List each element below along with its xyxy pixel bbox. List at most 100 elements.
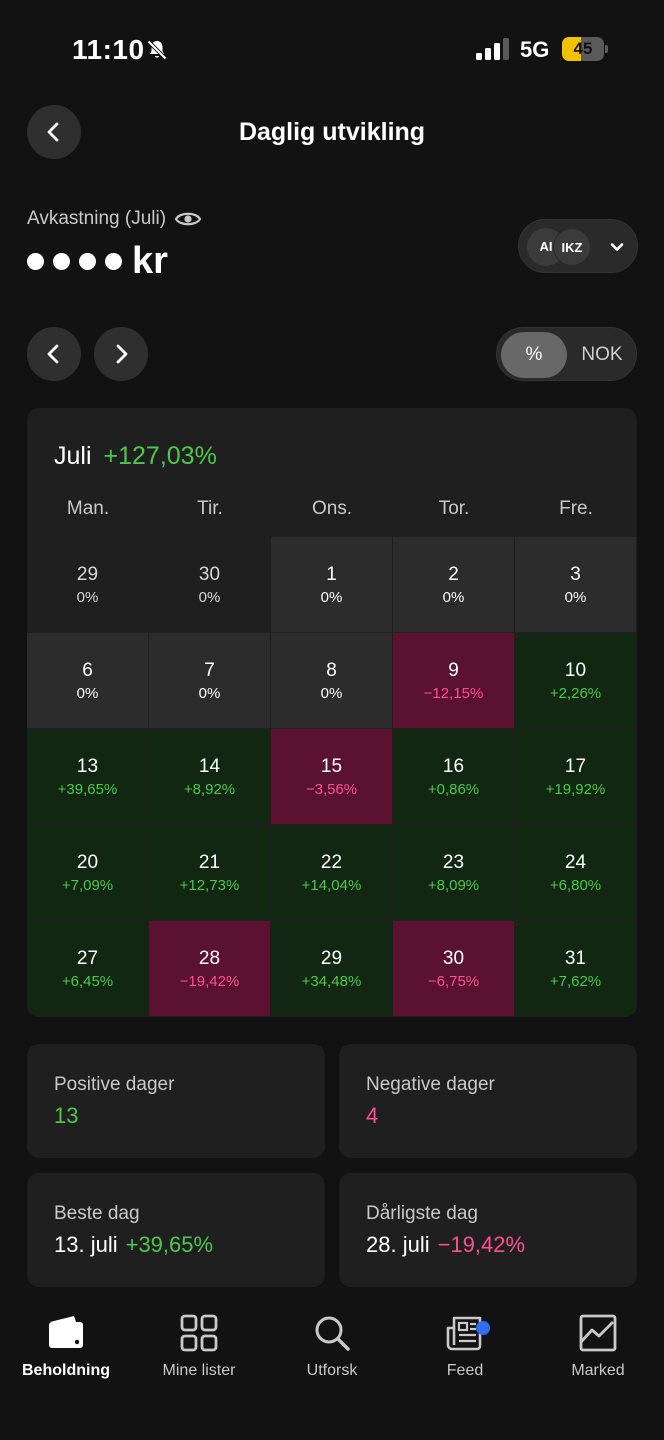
calendar-day-cell[interactable]: 29 +34,48% [271,921,392,1016]
return-label: Avkastning (Juli) [27,208,202,230]
calendar-day-number: 17 [564,755,587,777]
status-time: 11:10 [72,34,145,65]
calendar-day-number: 3 [570,563,581,585]
calendar-day-cell[interactable]: 10 +2,26% [515,633,636,728]
calendar-day-cell[interactable]: 31 +7,62% [515,921,636,1016]
calendar-day-cell[interactable]: 9 −12,15% [393,633,514,728]
calendar-day-return: +6,80% [549,876,602,894]
tab-mine-lister[interactable]: Mine lister [133,1312,265,1380]
grid-icon [180,1314,218,1352]
back-button[interactable] [27,105,81,159]
calendar-day-cell[interactable]: 3 0% [515,537,636,632]
account-chip: IKZ [553,228,591,266]
calendar-day-cell[interactable]: 16 +0,86% [393,729,514,824]
calendar-day-return: +34,48% [301,972,362,990]
negative-days-count: 4 [366,1103,379,1128]
calendar-day-number: 31 [564,947,587,969]
bell-muted-icon [147,40,167,60]
unit-toggle: % NOK [496,327,637,381]
calendar-day-number: 15 [320,755,343,777]
calendar-day-cell[interactable]: 6 0% [27,633,148,728]
weekday-label: Man. [66,498,110,519]
stat-label: Beste dag [54,1203,140,1224]
calendar-day-number: 20 [76,851,99,873]
tab-beholdning[interactable]: Beholdning [0,1312,132,1380]
calendar-day-number: 30 [198,563,221,585]
tab-utforsk[interactable]: Utforsk [266,1312,398,1380]
calendar-day-cell[interactable]: 21 +12,73% [149,825,270,920]
calendar-day-cell[interactable]: 22 +14,04% [271,825,392,920]
next-month-button[interactable] [94,327,148,381]
search-icon [315,1316,350,1351]
masked-value-dots [27,253,122,270]
return-value-unit: kr [132,240,168,282]
return-label-text: Avkastning (Juli) [27,208,167,229]
calendar-day-number: 10 [564,659,587,681]
tab-label: Marked [571,1362,625,1379]
calendar-day-number: 29 [76,563,99,585]
eye-icon[interactable] [174,209,202,229]
month-total-return: +127,03% [103,442,217,470]
chevron-down-icon [610,243,624,251]
positive-days-count: 13 [54,1103,79,1128]
previous-month-button[interactable] [27,327,81,381]
unit-nok-option[interactable]: NOK [581,344,623,365]
calendar-day-return: 0% [198,588,221,606]
calendar-day-number: 28 [198,947,221,969]
calendar-day-return: +8,09% [427,876,480,894]
calendar-day-return: 0% [442,588,465,606]
calendar-day-return: −6,75% [427,972,480,990]
calendar-day-cell[interactable]: 1 0% [271,537,392,632]
calendar-day-return: +7,62% [549,972,602,990]
chevron-left-icon [47,122,59,142]
month-name: Juli [54,442,92,470]
calendar-day-return: −3,56% [305,780,358,798]
calendar-day-cell[interactable]: 29 0% [27,537,148,632]
calendar-day-return: 0% [198,684,221,702]
unit-percent-option[interactable]: % [501,332,567,378]
calendar-day-cell[interactable]: 27 +6,45% [27,921,148,1016]
signal-icon [476,38,509,60]
notification-badge [476,1321,490,1335]
calendar-day-cell[interactable]: 24 +6,80% [515,825,636,920]
calendar-day-number: 7 [204,659,215,681]
calendar-day-return: +14,04% [301,876,362,894]
calendar-day-return: −12,15% [423,684,484,702]
calendar-day-return: +8,92% [183,780,236,798]
calendar-day-cell[interactable]: 30 0% [149,537,270,632]
calendar-day-return: 0% [76,684,99,702]
battery-level: 45 [573,39,593,58]
calendar-day-return: +2,26% [549,684,602,702]
tab-feed[interactable]: Feed [399,1312,531,1380]
calendar-day-number: 2 [448,563,459,585]
calendar-day-cell[interactable]: 14 +8,92% [149,729,270,824]
calendar-day-return: 0% [320,588,343,606]
calendar-day-number: 22 [320,851,343,873]
calendar-day-cell[interactable]: 13 +39,65% [27,729,148,824]
calendar-day-cell[interactable]: 7 0% [149,633,270,728]
calendar-day-cell[interactable]: 17 +19,92% [515,729,636,824]
page-title: Daglig utvikling [238,118,426,146]
calendar-day-cell[interactable]: 28 −19,42% [149,921,270,1016]
calendar-day-number: 6 [82,659,93,681]
calendar-day-cell[interactable]: 15 −3,56% [271,729,392,824]
calendar-day-cell[interactable]: 8 0% [271,633,392,728]
calendar-day-number: 13 [76,755,99,777]
weekday-label: Tir. [197,498,223,519]
best-day-date: 13. juli [54,1232,118,1257]
tab-label: Mine lister [162,1362,236,1379]
battery-icon: 45 [562,37,608,61]
calendar-day-cell[interactable]: 2 0% [393,537,514,632]
calendar-day-cell[interactable]: 20 +7,09% [27,825,148,920]
worst-day-card: Dårligste dag 28. juli −19,42% [339,1173,637,1287]
calendar-day-cell[interactable]: 23 +8,09% [393,825,514,920]
negative-days-card: Negative dager 4 [339,1044,637,1158]
calendar-day-cell[interactable]: 30 −6,75% [393,921,514,1016]
return-value-hidden: kr [27,240,168,283]
stat-label: Dårligste dag [366,1203,478,1224]
calendar-day-return: +19,92% [545,780,606,798]
tab-marked[interactable]: Marked [532,1312,664,1380]
tab-label: Beholdning [22,1362,110,1379]
account-selector[interactable]: AI IKZ [518,219,638,273]
calendar-day-number: 24 [564,851,587,873]
